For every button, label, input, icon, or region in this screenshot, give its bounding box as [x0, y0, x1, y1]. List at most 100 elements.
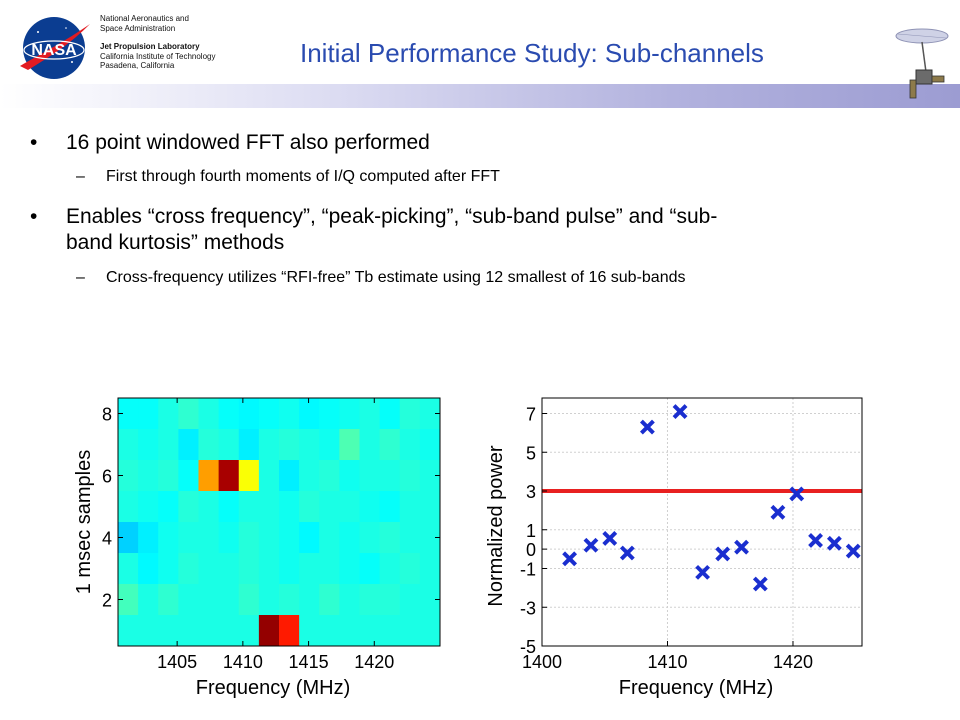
marker-stroke [845, 543, 861, 559]
data-point-marker [715, 546, 731, 562]
heatmap-cell [238, 429, 260, 461]
heatmap-cell [279, 429, 300, 461]
org-line: National Aeronautics and [100, 14, 189, 23]
heatmap-cell [118, 553, 139, 585]
heatmap-cell [359, 491, 381, 523]
heatmap-cell [158, 584, 179, 616]
heatmap-cell [279, 398, 300, 430]
dash-symbol: – [76, 269, 85, 286]
lab-line: California Institute of Technology [100, 51, 216, 61]
data-point-marker [695, 564, 711, 580]
heatmap-cell [359, 553, 381, 585]
marker-stroke [715, 546, 731, 562]
heatmap-chart: 1405 1410 1415 1420 2 4 6 8 Frequency (MHz) 1 mse… [73, 397, 441, 699]
heatmap-cell [279, 615, 300, 647]
heatmap-cell [238, 615, 260, 647]
heatmap-cell [158, 522, 179, 554]
heatmap-cell [299, 491, 320, 523]
sub-bullet-text: First through fourth moments of I/Q comp… [106, 168, 500, 185]
heatmap-cell [319, 553, 340, 585]
heatmap-cell [258, 429, 280, 461]
heatmap-cell [359, 429, 381, 461]
heatmap-cell [258, 615, 280, 647]
data-point-marker [672, 404, 688, 419]
heatmap-cell [198, 553, 220, 585]
data-point-marker [639, 419, 655, 435]
bullet-symbol: • [30, 205, 38, 228]
data-point-marker [826, 535, 842, 551]
heatmap-cell [158, 429, 179, 461]
heatmap-cell [198, 491, 220, 523]
sub-bullet-item: – First through fourth moments of I/Q co… [76, 167, 926, 187]
heatmap-cell [218, 522, 240, 554]
heatmap-cell [118, 398, 139, 430]
heatmap-cell [218, 615, 240, 647]
y-tick-label: -5 [520, 637, 536, 657]
heatmap-cell [339, 398, 360, 430]
heatmap-cell [419, 584, 441, 616]
bullet-text-line: Enables “cross frequency”, “peak-picking… [66, 205, 718, 228]
y-tick-label: -1 [520, 560, 536, 580]
x-axis-label: Frequency (MHz) [196, 677, 350, 699]
heatmap-cell [339, 553, 360, 585]
heatmap-cell [359, 460, 381, 492]
heatmap-cell [319, 491, 340, 523]
heatmap-cell [299, 429, 320, 461]
data-point-marker [602, 531, 618, 546]
heatmap-cell [399, 398, 421, 430]
heatmap-cell [198, 460, 220, 492]
x-tick-label: 1410 [647, 652, 687, 672]
marker-stroke [695, 564, 711, 580]
slide-title: Initial Performance Study: Sub-channels [300, 38, 764, 68]
heatmap-cell [178, 398, 199, 430]
heatmap-cell [238, 553, 260, 585]
heatmap-cell [299, 460, 320, 492]
heatmap-cell [419, 429, 441, 461]
nasa-logo-icon: NASA [20, 17, 90, 79]
heatmap-cell [198, 398, 220, 430]
heatmap-cell [379, 584, 401, 616]
heatmap-cell [258, 398, 280, 430]
lab-line: Pasadena, California [100, 61, 175, 70]
y-tick-label: 3 [526, 482, 536, 502]
heatmap-cell [178, 553, 199, 585]
heatmap-cell [359, 398, 381, 430]
heatmap-cell [339, 522, 360, 554]
heatmap-cell [118, 429, 139, 461]
heatmap-cell [279, 491, 300, 523]
spacecraft-icon [895, 28, 949, 99]
heatmap-cell [399, 584, 421, 616]
heatmap-cell [339, 460, 360, 492]
heatmap-cell [279, 522, 300, 554]
bullet-item: • 16 point windowed FFT also performed [30, 130, 896, 156]
sub-bullet-item: – Cross-frequency utilizes “RFI-free” Tb… [76, 268, 926, 288]
nasa-logo-text: NASA [31, 42, 77, 59]
heatmap-cell [399, 460, 421, 492]
marker-stroke [639, 419, 655, 435]
heatmap-cell [238, 491, 260, 523]
heatmap-cell [138, 398, 159, 430]
y-tick-label: 6 [102, 467, 112, 487]
heatmap-cell [299, 615, 320, 647]
bullet-text: 16 point windowed FFT also performed [66, 131, 430, 154]
marker-stroke [752, 576, 768, 592]
data-point-marker [789, 486, 805, 502]
x-axis-label: Frequency (MHz) [619, 677, 773, 699]
y-axis-label: 1 msec samples [73, 450, 95, 595]
heatmap-cell [238, 522, 260, 554]
heatmap-cell [258, 522, 280, 554]
heatmap-cell [359, 584, 381, 616]
heatmap-cell [339, 491, 360, 523]
scatter-frame [541, 397, 863, 647]
data-point-marker [583, 537, 599, 553]
marker-stroke [672, 404, 688, 419]
heatmap-cell [258, 553, 280, 585]
y-axis-label: Normalized power [485, 445, 507, 607]
heatmap-cell [339, 615, 360, 647]
data-point-marker [734, 539, 749, 555]
heatmap-cell [399, 553, 421, 585]
heatmap-cell [178, 615, 199, 647]
y-tick-label: 5 [526, 443, 536, 463]
heatmap-cell [319, 398, 340, 430]
